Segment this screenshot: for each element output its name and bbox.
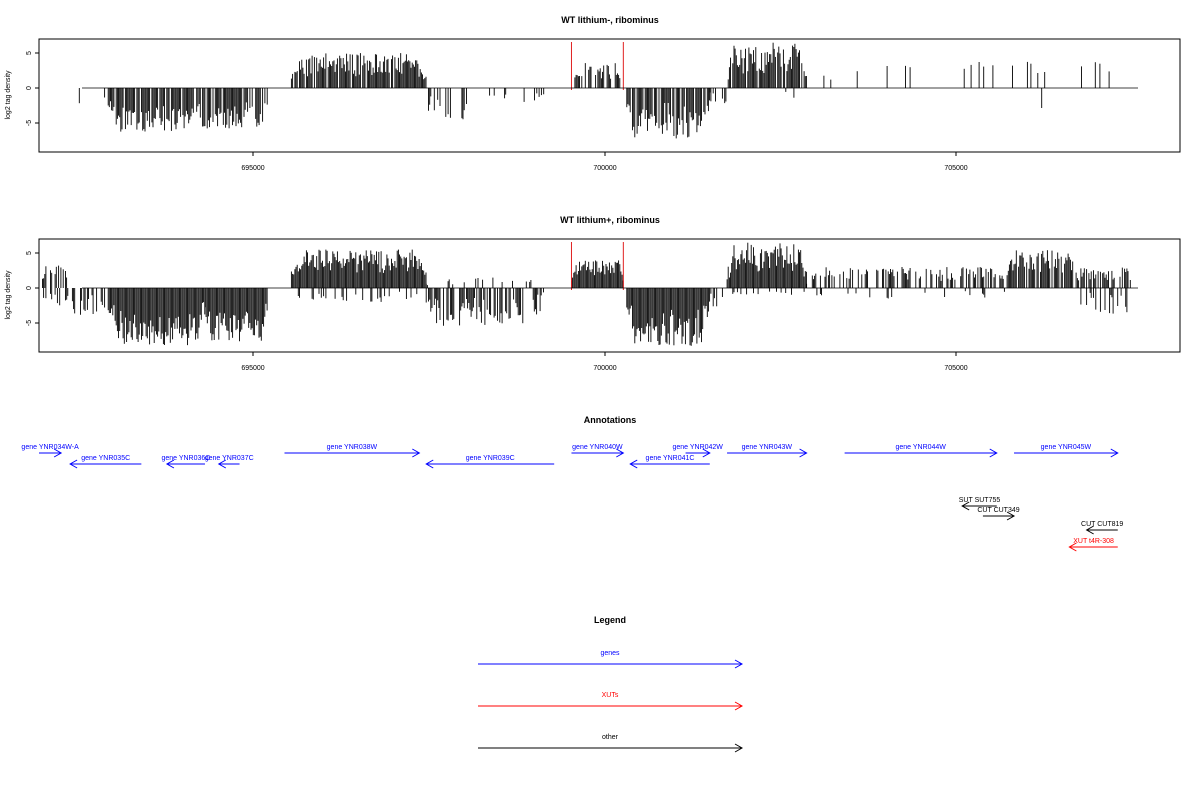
annotation-feature: gene YNR038W	[284, 444, 421, 458]
x-tick-label: 700000	[593, 365, 616, 372]
track-1-title: WT lithium-, ribominus	[561, 15, 659, 25]
legend-arrow-head-icon	[734, 659, 744, 669]
y-tick-label: -5	[26, 120, 33, 126]
annotation-arrow-head-icon	[69, 459, 78, 469]
legend-label: other	[602, 734, 619, 741]
annotation-arrow-head-icon	[425, 459, 434, 469]
track-panel-2: WT lithium+, ribominus log2 tag density …	[5, 215, 1181, 372]
annotation-feature: XUT t4R-308	[1068, 538, 1118, 552]
annotation-label: gene YNR040W	[572, 444, 623, 451]
legend-item-genes: genes	[478, 650, 744, 669]
annotation-label: gene YNR037C	[205, 455, 254, 462]
track-2-bars	[42, 242, 1131, 346]
annotation-feature: CUT CUT349	[977, 507, 1020, 521]
x-tick-label: 695000	[241, 365, 264, 372]
annotation-feature: gene YNR044W	[844, 444, 998, 458]
annotation-label: gene YNR045W	[1041, 444, 1092, 451]
track-1-ylabel: log2 tag density	[5, 70, 12, 120]
annotation-feature: SUT SUT755	[959, 497, 1001, 511]
track-1-bars	[78, 42, 1110, 139]
annotation-label: CUT CUT349	[977, 507, 1019, 514]
annotation-label: gene YNR041C	[646, 455, 695, 462]
annotation-feature: gene YNR034W-A	[21, 444, 79, 458]
annotation-feature: gene YNR042W	[672, 444, 723, 458]
x-tick-label: 705000	[944, 165, 967, 172]
y-tick-label: -5	[26, 320, 33, 326]
annotation-feature: gene YNR037C	[205, 455, 254, 469]
annotation-arrow-head-icon	[989, 448, 998, 458]
annotation-arrow-head-icon	[616, 448, 625, 458]
annotation-feature: gene YNR039C	[425, 455, 555, 469]
legend-label: XUTs	[602, 692, 619, 699]
legend-title: Legend	[594, 615, 626, 625]
track-2-title: WT lithium+, ribominus	[560, 215, 660, 225]
x-tick-label: 705000	[944, 365, 967, 372]
annotation-label: gene YNR044W	[895, 444, 946, 451]
annotation-arrow-head-icon	[961, 501, 970, 511]
annotation-label: gene YNR038W	[327, 444, 378, 451]
track-1-highlights	[570, 42, 624, 90]
track-1-plot-frame	[38, 38, 1181, 153]
annotation-label: SUT SUT755	[959, 497, 1001, 504]
track-2-y-axis: 5 0 -5	[26, 251, 39, 326]
annotation-arrow-head-icon	[1110, 448, 1119, 458]
annotation-label: gene YNR042W	[672, 444, 723, 451]
annotation-label: gene YNR039C	[466, 455, 515, 462]
annotation-arrow-head-icon	[1085, 525, 1094, 535]
track-panel-1: WT lithium-, ribominus log2 tag density …	[5, 15, 1181, 172]
legend-item-other: other	[478, 734, 744, 753]
legend-arrow-head-icon	[734, 701, 744, 711]
annotation-label: gene YNR035C	[81, 455, 130, 462]
annotation-feature: gene YNR043W	[727, 444, 808, 458]
annotation-label: gene YNR043W	[742, 444, 793, 451]
annotation-arrow-head-icon	[799, 448, 808, 458]
y-tick-label: 5	[26, 51, 33, 55]
annotation-label: gene YNR036C	[161, 455, 210, 462]
annotation-label: CUT CUT819	[1081, 521, 1123, 528]
track-2-ylabel: log2 tag density	[5, 270, 12, 320]
annotation-arrow-head-icon	[53, 448, 63, 458]
legend-arrow-head-icon	[734, 743, 744, 753]
x-tick-label: 700000	[593, 165, 616, 172]
track-1-y-axis: 5 0 -5	[26, 51, 39, 126]
track-2-highlights	[570, 242, 624, 290]
track-1-x-axis: 695000 700000 705000	[241, 152, 968, 172]
y-tick-label: 5	[26, 251, 33, 255]
x-tick-label: 695000	[241, 165, 264, 172]
y-tick-label: 0	[26, 286, 33, 290]
annotation-label: XUT t4R-308	[1073, 538, 1114, 545]
annotation-feature: gene YNR040W	[571, 444, 625, 458]
y-tick-label: 0	[26, 86, 33, 90]
annotations-title: Annotations	[584, 415, 637, 425]
annotation-arrow-head-icon	[165, 459, 175, 469]
track-2-x-axis: 695000 700000 705000	[241, 352, 968, 372]
annotation-feature: CUT CUT819	[1081, 521, 1123, 535]
annotation-feature: gene YNR045W	[1014, 444, 1119, 458]
legend-panel: Legend genes XUTs other	[478, 615, 744, 753]
annotation-arrow-head-icon	[629, 459, 638, 469]
annotation-feature: gene YNR035C	[69, 455, 142, 469]
annotation-arrow-head-icon	[412, 448, 421, 458]
annotation-feature: gene YNR041C	[629, 455, 710, 469]
annotation-feature: gene YNR036C	[161, 455, 210, 469]
track-2-plot-frame	[38, 238, 1181, 353]
annotation-arrow-head-icon	[1068, 542, 1077, 552]
legend-item-xuts: XUTs	[478, 692, 744, 711]
annotation-label: gene YNR034W-A	[21, 444, 79, 451]
annotation-arrow-head-icon	[217, 459, 227, 469]
legend-label: genes	[600, 650, 620, 657]
annotation-arrow-head-icon	[702, 448, 711, 458]
annotation-arrow-head-icon	[1006, 511, 1016, 521]
